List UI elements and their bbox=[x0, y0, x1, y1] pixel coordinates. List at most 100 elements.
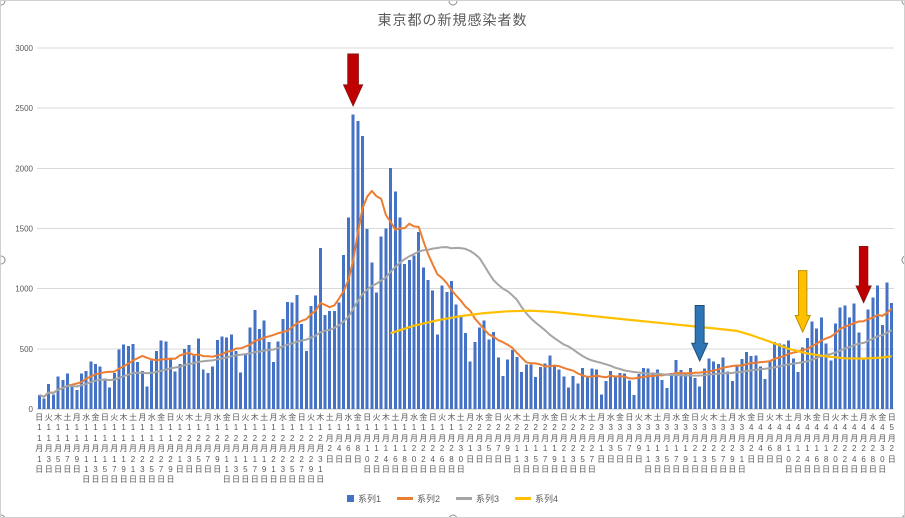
bar[interactable] bbox=[145, 386, 149, 409]
bar[interactable] bbox=[89, 361, 93, 409]
bar[interactable] bbox=[136, 361, 140, 409]
bar[interactable] bbox=[721, 357, 725, 409]
bar[interactable] bbox=[225, 337, 229, 409]
bar[interactable] bbox=[857, 332, 861, 409]
bar[interactable] bbox=[229, 334, 233, 409]
bar[interactable] bbox=[763, 379, 767, 409]
bar[interactable] bbox=[576, 383, 580, 409]
bar[interactable] bbox=[407, 259, 411, 409]
bar[interactable] bbox=[524, 364, 528, 409]
bar[interactable] bbox=[782, 344, 786, 409]
bar[interactable] bbox=[665, 387, 669, 409]
bar[interactable] bbox=[716, 363, 720, 409]
bar[interactable] bbox=[178, 364, 182, 409]
bar[interactable] bbox=[79, 373, 83, 409]
bar[interactable] bbox=[791, 358, 795, 409]
bar[interactable] bbox=[571, 375, 575, 409]
bar[interactable] bbox=[234, 351, 238, 409]
bar[interactable] bbox=[604, 381, 608, 409]
legend-item-4[interactable]: 系列4 bbox=[515, 492, 558, 505]
bar[interactable] bbox=[698, 386, 702, 409]
bar[interactable] bbox=[754, 355, 758, 409]
bar[interactable] bbox=[880, 325, 884, 409]
bar[interactable] bbox=[787, 340, 791, 409]
bar[interactable] bbox=[370, 262, 374, 409]
bar[interactable] bbox=[276, 341, 280, 409]
bar[interactable] bbox=[454, 304, 458, 409]
bar[interactable] bbox=[187, 344, 191, 409]
bar[interactable] bbox=[646, 368, 650, 409]
bar[interactable] bbox=[538, 366, 542, 409]
selection-handle[interactable] bbox=[448, 514, 458, 517]
bar[interactable] bbox=[360, 136, 364, 410]
bar[interactable] bbox=[435, 334, 439, 409]
bar[interactable] bbox=[51, 394, 55, 409]
bar[interactable] bbox=[623, 373, 627, 409]
bar[interactable] bbox=[796, 372, 800, 409]
bar[interactable] bbox=[660, 380, 664, 409]
bar[interactable] bbox=[183, 348, 187, 409]
bar[interactable] bbox=[37, 395, 41, 409]
bar[interactable] bbox=[824, 343, 828, 409]
bar[interactable] bbox=[520, 372, 524, 409]
bar[interactable] bbox=[459, 316, 463, 409]
bar[interactable] bbox=[65, 373, 69, 409]
bar[interactable] bbox=[332, 310, 336, 409]
bar[interactable] bbox=[487, 339, 491, 409]
bar[interactable] bbox=[829, 360, 833, 409]
selection-handle[interactable] bbox=[901, 255, 904, 265]
bar[interactable] bbox=[211, 366, 215, 409]
bar[interactable] bbox=[304, 351, 308, 409]
bar[interactable] bbox=[482, 320, 486, 409]
bar[interactable] bbox=[641, 368, 645, 409]
bar[interactable] bbox=[262, 320, 266, 409]
bar[interactable] bbox=[84, 370, 88, 409]
bar[interactable] bbox=[56, 376, 60, 409]
bar[interactable] bbox=[581, 368, 585, 409]
bar[interactable] bbox=[314, 295, 318, 409]
bar[interactable] bbox=[375, 292, 379, 409]
bar[interactable] bbox=[295, 294, 299, 409]
bar[interactable] bbox=[632, 395, 636, 409]
annotation-gold-arrow-apr12[interactable] bbox=[794, 270, 811, 334]
bar[interactable] bbox=[342, 255, 346, 409]
bar[interactable] bbox=[740, 359, 744, 409]
bar[interactable] bbox=[599, 394, 603, 409]
bar[interactable] bbox=[309, 305, 313, 409]
bar[interactable] bbox=[440, 285, 444, 409]
bar[interactable] bbox=[548, 355, 552, 409]
selection-handle[interactable] bbox=[901, 514, 904, 517]
legend-item-3[interactable]: 系列3 bbox=[456, 492, 499, 505]
bar[interactable] bbox=[707, 358, 711, 409]
bar[interactable] bbox=[627, 380, 631, 409]
bar[interactable] bbox=[567, 387, 571, 409]
bar[interactable] bbox=[876, 285, 880, 409]
bar[interactable] bbox=[810, 321, 814, 409]
bar[interactable] bbox=[300, 323, 304, 409]
bar[interactable] bbox=[328, 311, 332, 409]
bar[interactable] bbox=[412, 255, 416, 409]
bar[interactable] bbox=[529, 364, 533, 409]
bar[interactable] bbox=[253, 310, 257, 409]
bar[interactable] bbox=[154, 351, 158, 409]
legend[interactable]: 系列1 系列2 系列3 系列4 bbox=[1, 490, 904, 506]
bar[interactable] bbox=[393, 191, 397, 409]
bar[interactable] bbox=[421, 267, 425, 409]
bar[interactable] bbox=[735, 365, 739, 409]
bar[interactable] bbox=[290, 302, 294, 409]
bar[interactable] bbox=[773, 342, 777, 409]
bar[interactable] bbox=[117, 349, 121, 409]
bar[interactable] bbox=[108, 387, 112, 409]
bar[interactable] bbox=[323, 314, 327, 409]
bar[interactable] bbox=[173, 371, 177, 409]
annotation-red-arrow-jan7[interactable] bbox=[342, 53, 364, 108]
bar[interactable] bbox=[726, 371, 730, 409]
bar[interactable] bbox=[656, 369, 660, 409]
bar[interactable] bbox=[885, 282, 889, 409]
bar[interactable] bbox=[730, 380, 734, 409]
bar[interactable] bbox=[159, 340, 163, 409]
bar[interactable] bbox=[501, 375, 505, 409]
bar[interactable] bbox=[112, 373, 116, 409]
bar[interactable] bbox=[702, 368, 706, 409]
bar[interactable] bbox=[271, 361, 275, 409]
